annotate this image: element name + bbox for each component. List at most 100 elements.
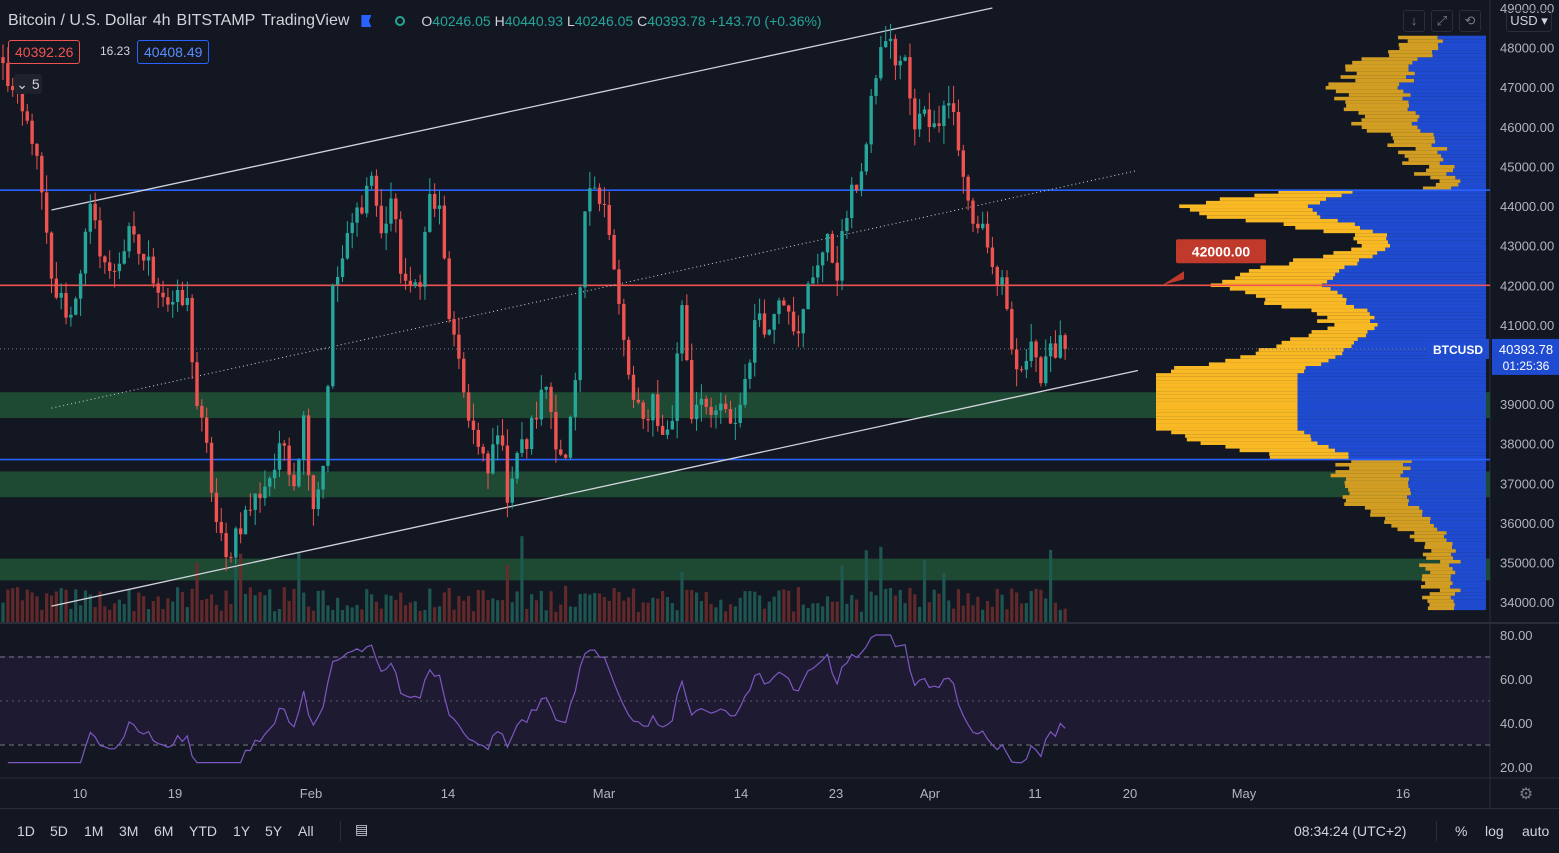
volume-bar	[787, 590, 791, 622]
range-1y-button[interactable]: 1Y	[233, 823, 251, 839]
indicator-collapse-button[interactable]: ⌄ 5	[14, 74, 42, 94]
volume-profile-row	[1305, 366, 1486, 370]
settings-icon[interactable]: ⟲	[1459, 10, 1481, 32]
sell-price-button[interactable]: 40392.26	[8, 40, 81, 64]
countdown-text: 01:25:36	[1503, 359, 1550, 373]
range-all-button[interactable]: All	[298, 823, 314, 839]
volume-bar	[942, 572, 946, 622]
volume-bar	[1019, 603, 1024, 622]
auto-toggle[interactable]: auto	[1522, 823, 1550, 839]
date-range-icon[interactable]: ▤	[355, 821, 369, 837]
volume-bar	[530, 594, 534, 622]
symbol-tag-text: BTCUSD	[1433, 343, 1483, 357]
volume-bar	[956, 589, 961, 622]
volume-bar	[830, 601, 834, 622]
candle	[486, 453, 490, 474]
volume-bar	[49, 595, 54, 622]
volume-profile-row	[1450, 595, 1486, 600]
candle	[321, 465, 325, 490]
volume-profile-row	[1357, 240, 1388, 244]
volume-bar	[384, 594, 388, 622]
volume-profile-row	[1432, 50, 1486, 54]
volume-profile-row	[1156, 394, 1298, 399]
volume-profile-row	[1206, 200, 1321, 205]
volume-profile-row	[1348, 452, 1486, 456]
symbol-title[interactable]: Bitcoin / U.S. Dollar	[8, 12, 147, 29]
volume-profile-row	[1417, 57, 1486, 61]
volume-profile-row	[1327, 279, 1486, 284]
volume-bar	[539, 590, 543, 622]
candle	[229, 557, 233, 559]
volume-bar	[767, 601, 771, 622]
volume-bar	[976, 596, 980, 622]
range-1d-button[interactable]: 1D	[17, 823, 35, 839]
volume-bar	[219, 610, 223, 622]
candle	[447, 258, 451, 320]
source-label: TradingView	[261, 12, 350, 29]
volume-profile-row	[1370, 513, 1423, 517]
volume-profile-row	[1390, 132, 1434, 137]
volume-profile-row	[1297, 416, 1486, 420]
maximize-icon[interactable]: ⤢	[1431, 10, 1453, 32]
candle	[796, 331, 801, 334]
volume-bar	[248, 587, 252, 622]
volume-profile-row	[1366, 129, 1421, 133]
volume-bar	[40, 609, 44, 622]
range-1m-button[interactable]: 1M	[84, 823, 104, 839]
range-5y-button[interactable]: 5Y	[265, 823, 283, 839]
candle	[937, 123, 941, 126]
volume-profile-row	[1344, 480, 1409, 485]
y-tick-label: 45000.00	[1500, 159, 1554, 174]
x-tick-label: 20	[1123, 786, 1137, 801]
candle	[660, 425, 665, 435]
volume-profile-row	[1327, 315, 1375, 320]
volume-profile-row	[1427, 606, 1455, 611]
volume-profile-row	[1400, 473, 1486, 478]
candle	[384, 223, 388, 234]
volume-profile-row	[1289, 261, 1358, 266]
clock-readout[interactable]: 08:34:24 (UTC+2)	[1294, 823, 1407, 839]
range-ytd-button[interactable]: YTD	[189, 823, 217, 839]
candle	[709, 406, 713, 415]
volume-profile-row	[1349, 491, 1411, 496]
volume-bar	[209, 594, 214, 622]
volume-profile-row	[1156, 383, 1298, 388]
chart-canvas[interactable]: 34000.00 35000.00 36000.00 37000.00 38000.00…	[0, 0, 1559, 808]
volume-bar	[918, 606, 922, 622]
volume-profile-row	[1328, 358, 1486, 363]
gear-icon[interactable]: ⚙	[1519, 786, 1533, 803]
y-tick-label: 36000.00	[1500, 516, 1554, 531]
range-5d-button[interactable]: 5D	[50, 823, 68, 839]
log-toggle[interactable]: log	[1485, 823, 1504, 839]
candle	[408, 280, 413, 286]
candle	[6, 63, 10, 87]
volume-profile-row	[1297, 391, 1486, 395]
volume-profile-row	[1408, 484, 1486, 489]
volume-bar	[947, 600, 951, 622]
volume-bar	[995, 588, 999, 622]
range-3m-button[interactable]: 3M	[119, 823, 139, 839]
volume-profile-row	[1265, 297, 1347, 302]
candle	[782, 300, 786, 306]
candle	[631, 374, 636, 400]
y-tick-label: 41000.00	[1500, 318, 1554, 333]
level-label-text: 42000.00	[1192, 243, 1251, 259]
arrow-down-icon[interactable]: ↓	[1403, 10, 1425, 32]
volume-profile-row	[1345, 100, 1409, 104]
buy-price-button[interactable]: 40408.49	[137, 40, 210, 64]
range-6m-button[interactable]: 6M	[154, 823, 174, 839]
candle	[1019, 369, 1024, 371]
candle	[884, 41, 888, 48]
volume-bar	[733, 606, 737, 622]
percent-toggle[interactable]: %	[1455, 823, 1468, 839]
volume-bar	[64, 589, 68, 622]
volume-profile-row	[1414, 78, 1486, 83]
candle	[597, 187, 602, 204]
candle	[927, 109, 932, 128]
candle	[757, 313, 762, 321]
volume-bar	[656, 598, 660, 622]
flag-icon[interactable]	[361, 15, 372, 27]
interval-label[interactable]: 4h	[152, 12, 171, 29]
currency-select[interactable]: USD ▾	[1506, 10, 1552, 32]
volume-profile-row	[1156, 412, 1298, 417]
